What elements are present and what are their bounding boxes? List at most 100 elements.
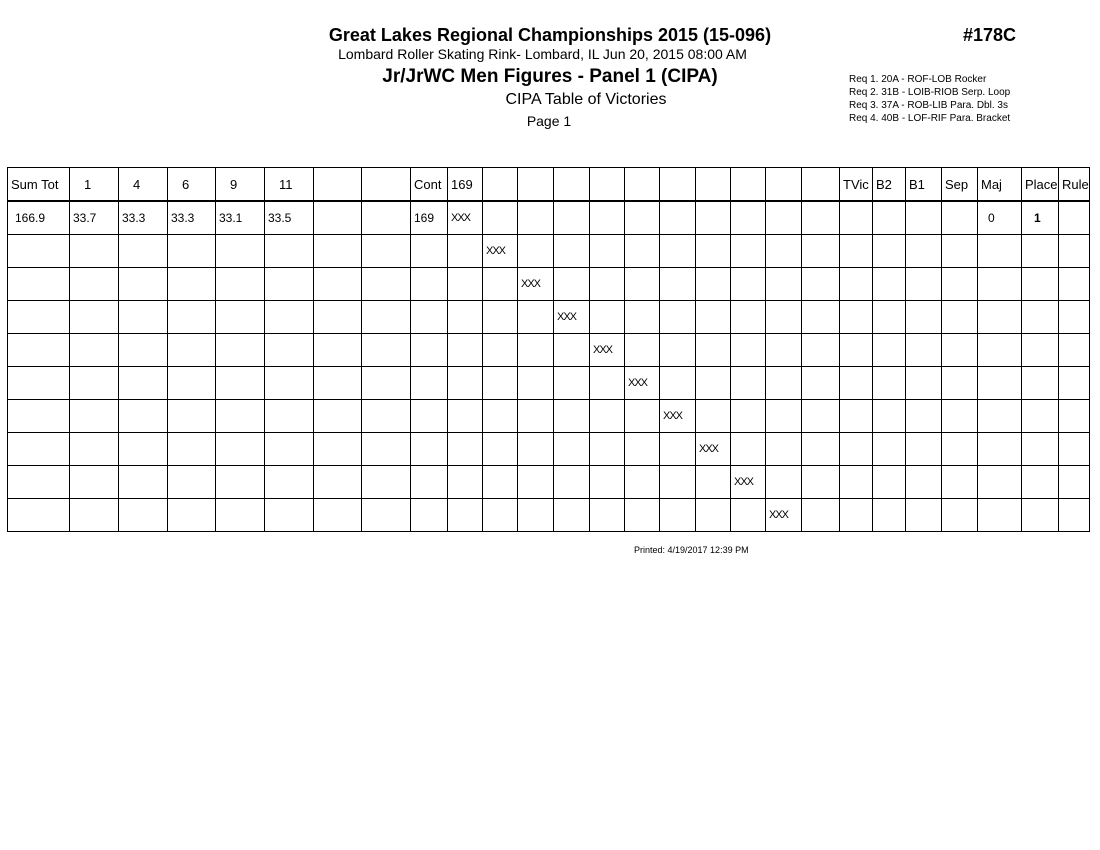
table-cell xyxy=(482,200,518,235)
table-cell xyxy=(69,465,119,499)
table-cell xyxy=(801,234,840,268)
table-cell xyxy=(361,267,411,301)
table-cell xyxy=(69,498,119,532)
table-cell xyxy=(410,300,448,334)
table-cell xyxy=(313,399,362,433)
table-row: XXX xyxy=(7,333,1090,367)
printed-timestamp: Printed: 4/19/2017 12:39 PM xyxy=(634,545,749,555)
column-header: 169 xyxy=(447,167,483,202)
table-cell xyxy=(361,498,411,532)
diagonal-marker: XXX xyxy=(695,432,731,466)
table-cell: 33.1 xyxy=(215,200,265,235)
table-cell xyxy=(313,234,362,268)
table-cell: 166.9 xyxy=(7,200,70,235)
table-cell xyxy=(313,200,362,235)
table-cell xyxy=(589,399,625,433)
table-cell xyxy=(1058,234,1090,268)
column-header: Sum Tot xyxy=(7,167,70,202)
table-cell xyxy=(905,399,942,433)
requirement-3: Req 3. 37A - ROB-LIB Para. Dbl. 3s xyxy=(849,100,1008,111)
table-cell xyxy=(517,465,554,499)
table-cell xyxy=(695,234,731,268)
table-cell xyxy=(1021,399,1059,433)
table-cell xyxy=(589,267,625,301)
table-cell xyxy=(553,399,590,433)
table-cell xyxy=(977,234,1022,268)
column-header xyxy=(695,167,731,202)
table-cell xyxy=(361,399,411,433)
table-cell xyxy=(118,267,168,301)
table-cell xyxy=(977,498,1022,532)
table-cell xyxy=(905,267,942,301)
table-cell xyxy=(482,465,518,499)
table-cell xyxy=(624,432,660,466)
table-cell xyxy=(482,267,518,301)
table-cell xyxy=(167,432,216,466)
table-cell xyxy=(624,399,660,433)
table-cell: 33.7 xyxy=(69,200,119,235)
table-cell xyxy=(941,267,978,301)
diagonal-marker: XXX xyxy=(482,234,518,268)
table-cell xyxy=(313,267,362,301)
table-row: XXX xyxy=(7,267,1090,301)
table-cell xyxy=(215,300,265,334)
column-header: 9 xyxy=(215,167,265,202)
table-cell xyxy=(447,498,483,532)
table-cell xyxy=(659,432,696,466)
diagonal-marker: XXX xyxy=(765,498,802,532)
column-header: 4 xyxy=(118,167,168,202)
table-cell xyxy=(482,333,518,367)
table-cell xyxy=(553,234,590,268)
table-cell xyxy=(7,498,70,532)
table-cell xyxy=(553,267,590,301)
table-cell xyxy=(215,498,265,532)
table-cell xyxy=(730,399,766,433)
table-cell xyxy=(765,267,802,301)
table-cell xyxy=(1058,333,1090,367)
table-cell xyxy=(977,333,1022,367)
table-cell xyxy=(313,333,362,367)
table-cell xyxy=(7,366,70,400)
table-cell xyxy=(517,399,554,433)
column-header: B1 xyxy=(905,167,942,202)
column-header xyxy=(730,167,766,202)
table-cell xyxy=(7,432,70,466)
table-cell xyxy=(264,399,314,433)
table-cell xyxy=(264,498,314,532)
table-row: XXX xyxy=(7,300,1090,334)
table-cell xyxy=(7,234,70,268)
table-cell xyxy=(517,498,554,532)
diagonal-marker: XXX xyxy=(589,333,625,367)
column-header xyxy=(517,167,554,202)
table-cell xyxy=(69,333,119,367)
table-cell xyxy=(361,234,411,268)
table-cell xyxy=(941,432,978,466)
table-cell xyxy=(872,498,906,532)
table-cell xyxy=(839,333,873,367)
table-cell xyxy=(977,267,1022,301)
table-cell xyxy=(659,267,696,301)
table-cell xyxy=(624,465,660,499)
table-row: XXX xyxy=(7,399,1090,433)
table-cell xyxy=(7,333,70,367)
column-header: Rule xyxy=(1058,167,1090,202)
table-cell xyxy=(695,465,731,499)
table-cell xyxy=(69,267,119,301)
table-cell xyxy=(765,399,802,433)
table-cell xyxy=(905,333,942,367)
table-cell xyxy=(553,333,590,367)
table-cell xyxy=(730,234,766,268)
table-cell xyxy=(361,200,411,235)
table-cell xyxy=(977,399,1022,433)
table-cell xyxy=(695,333,731,367)
table-cell xyxy=(167,267,216,301)
column-header xyxy=(361,167,411,202)
column-header: Sep xyxy=(941,167,978,202)
table-cell xyxy=(659,200,696,235)
table-cell xyxy=(264,267,314,301)
table-cell xyxy=(447,300,483,334)
page-number: Page 1 xyxy=(526,113,572,129)
table-cell xyxy=(118,432,168,466)
table-cell xyxy=(695,399,731,433)
diagonal-marker: XXX xyxy=(730,465,766,499)
